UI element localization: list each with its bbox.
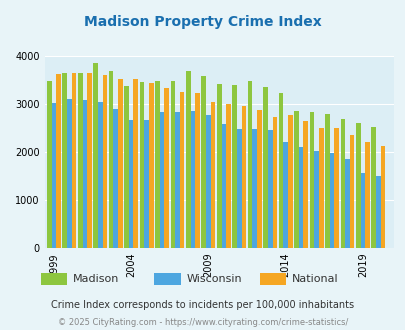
Bar bbox=[241, 106, 246, 248]
Bar bbox=[51, 104, 56, 248]
Bar bbox=[56, 74, 61, 248]
Bar bbox=[113, 109, 118, 248]
Bar bbox=[340, 119, 344, 248]
Bar bbox=[185, 71, 190, 248]
Bar bbox=[360, 173, 364, 248]
Text: Wisconsin: Wisconsin bbox=[186, 274, 242, 284]
Bar bbox=[247, 82, 252, 248]
Bar bbox=[272, 117, 277, 248]
Bar bbox=[201, 76, 206, 248]
Bar bbox=[324, 115, 329, 248]
Bar bbox=[155, 82, 159, 248]
Text: Madison: Madison bbox=[73, 274, 119, 284]
Bar bbox=[164, 88, 168, 248]
Bar bbox=[375, 176, 380, 248]
Bar bbox=[283, 142, 287, 248]
Bar bbox=[303, 121, 307, 248]
Bar bbox=[252, 129, 256, 248]
Bar bbox=[82, 100, 87, 248]
Bar bbox=[170, 81, 175, 248]
Bar bbox=[364, 142, 369, 248]
Bar bbox=[102, 75, 107, 248]
Text: National: National bbox=[292, 274, 338, 284]
Text: © 2025 CityRating.com - https://www.cityrating.com/crime-statistics/: © 2025 CityRating.com - https://www.city… bbox=[58, 318, 347, 327]
Bar bbox=[128, 120, 133, 248]
Bar bbox=[329, 153, 333, 248]
Bar bbox=[109, 71, 113, 248]
Bar bbox=[78, 73, 82, 248]
Bar bbox=[313, 151, 318, 248]
Bar bbox=[349, 135, 354, 248]
Bar bbox=[144, 120, 149, 248]
Bar bbox=[190, 111, 195, 248]
Bar bbox=[216, 84, 221, 248]
Bar bbox=[139, 82, 144, 248]
Bar bbox=[87, 73, 92, 248]
Bar bbox=[93, 63, 98, 248]
Bar bbox=[355, 123, 360, 248]
Bar bbox=[309, 112, 313, 248]
Bar bbox=[98, 102, 102, 248]
Bar bbox=[298, 147, 303, 248]
Bar bbox=[278, 93, 283, 248]
Bar bbox=[333, 128, 338, 248]
Text: Crime Index corresponds to incidents per 100,000 inhabitants: Crime Index corresponds to incidents per… bbox=[51, 300, 354, 310]
Bar bbox=[118, 79, 122, 248]
Bar bbox=[294, 111, 298, 248]
Bar bbox=[256, 110, 261, 248]
Bar bbox=[159, 112, 164, 248]
Bar bbox=[195, 93, 199, 248]
Bar bbox=[67, 99, 72, 248]
Bar bbox=[72, 73, 76, 248]
Bar bbox=[133, 79, 138, 248]
Bar bbox=[47, 82, 51, 248]
Bar bbox=[237, 129, 241, 248]
Bar bbox=[344, 159, 349, 248]
Bar bbox=[206, 115, 210, 248]
Bar bbox=[149, 83, 153, 248]
Bar bbox=[226, 104, 230, 248]
Text: Madison Property Crime Index: Madison Property Crime Index bbox=[84, 15, 321, 29]
Bar bbox=[267, 130, 272, 248]
Bar bbox=[175, 112, 179, 248]
Bar bbox=[287, 115, 292, 248]
Bar bbox=[62, 73, 67, 248]
Bar bbox=[179, 91, 184, 248]
Bar bbox=[380, 146, 384, 248]
Bar bbox=[318, 128, 323, 248]
Bar bbox=[124, 86, 128, 248]
Bar bbox=[371, 127, 375, 248]
Bar bbox=[262, 87, 267, 248]
Bar bbox=[221, 123, 226, 248]
Bar bbox=[232, 85, 237, 248]
Bar bbox=[210, 102, 215, 248]
